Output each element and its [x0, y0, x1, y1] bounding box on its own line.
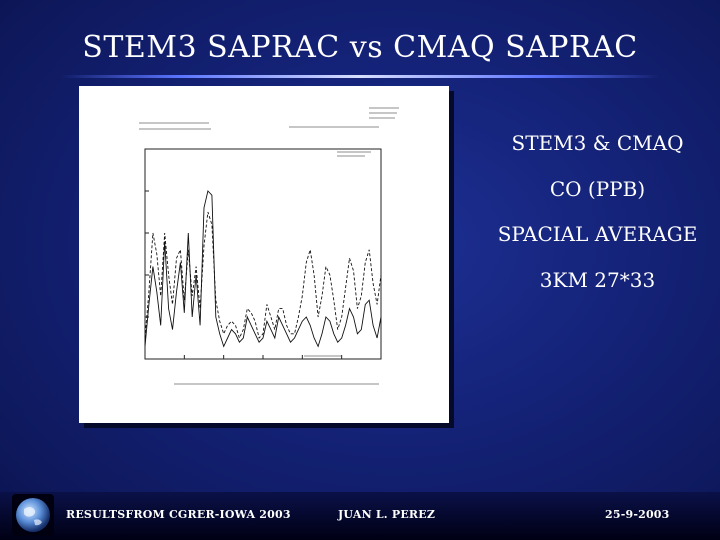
side-item-average: SPACIAL AVERAGE	[497, 222, 698, 246]
series-line-1	[144, 190, 382, 348]
side-list: STEM3 & CMAQ CO (PPB) SPACIAL AVERAGE 3K…	[490, 130, 705, 313]
series-group	[144, 190, 382, 348]
chart-card	[79, 86, 449, 423]
y-axis-ticks	[145, 148, 149, 360]
footer-source: RESULTSFROM CGRER-IOWA 2003	[66, 508, 291, 521]
chart-header-marks	[139, 107, 399, 385]
earth-globe-icon	[12, 494, 54, 536]
footer-date: 25-9-2003	[605, 508, 670, 521]
slide-title: STEM3 SAPRAC vs CMAQ SAPRAC	[82, 30, 638, 65]
side-item-units: CO (PPB)	[549, 177, 646, 201]
title-divider	[60, 75, 660, 78]
side-item-models: STEM3 & CMAQ	[511, 131, 684, 155]
footer-author: JUAN L. PEREZ	[338, 508, 436, 521]
plot-frame	[144, 148, 382, 360]
footer-bar: RESULTSFROM CGRER-IOWA 2003 JUAN L. PERE…	[0, 492, 720, 540]
line-chart	[139, 107, 399, 385]
x-axis-ticks	[144, 355, 343, 359]
side-item-grid: 3KM 27*33	[539, 268, 656, 292]
series-line-2	[144, 211, 382, 340]
